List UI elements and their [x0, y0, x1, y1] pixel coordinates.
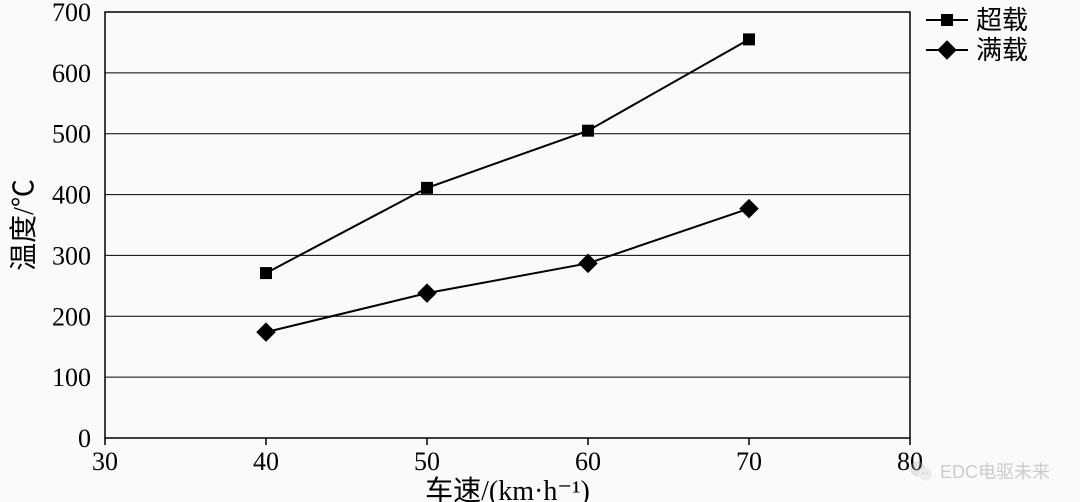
- watermark-text: EDC电驱未来: [940, 458, 1050, 484]
- marker-diamond: [937, 40, 957, 60]
- y-tick-label: 0: [78, 424, 91, 453]
- plot-border: [105, 12, 910, 438]
- marker-square: [743, 33, 755, 45]
- y-tick-label: 300: [52, 241, 91, 270]
- y-tick-label: 700: [52, 0, 91, 27]
- watermark: EDC电驱未来: [908, 458, 1050, 484]
- y-tick-label: 200: [52, 302, 91, 331]
- series-line: [266, 209, 749, 333]
- series-line: [266, 39, 749, 273]
- x-tick-label: 50: [414, 447, 440, 476]
- marker-diamond: [417, 283, 437, 303]
- x-axis-label: 车速/(km·h⁻¹): [425, 475, 590, 502]
- marker-square: [260, 267, 272, 279]
- x-tick-label: 70: [736, 447, 762, 476]
- marker-square: [582, 125, 594, 137]
- marker-diamond: [739, 199, 759, 219]
- marker-diamond: [578, 254, 598, 274]
- legend-label: 超载: [976, 6, 1028, 35]
- y-axis-label: 温度/℃: [8, 179, 40, 271]
- chart-container: 0100200300400500600700304050607080车速/(km…: [0, 0, 1080, 502]
- marker-square: [421, 182, 433, 194]
- y-tick-label: 500: [52, 120, 91, 149]
- legend-label: 满载: [976, 36, 1028, 65]
- x-tick-label: 40: [253, 447, 279, 476]
- y-tick-label: 600: [52, 59, 91, 88]
- marker-diamond: [256, 322, 276, 342]
- x-tick-label: 60: [575, 447, 601, 476]
- line-chart: 0100200300400500600700304050607080车速/(km…: [0, 0, 1080, 502]
- y-tick-label: 100: [52, 363, 91, 392]
- y-tick-label: 400: [52, 181, 91, 210]
- marker-square: [941, 14, 953, 26]
- x-tick-label: 30: [92, 447, 118, 476]
- wechat-icon: [908, 458, 934, 484]
